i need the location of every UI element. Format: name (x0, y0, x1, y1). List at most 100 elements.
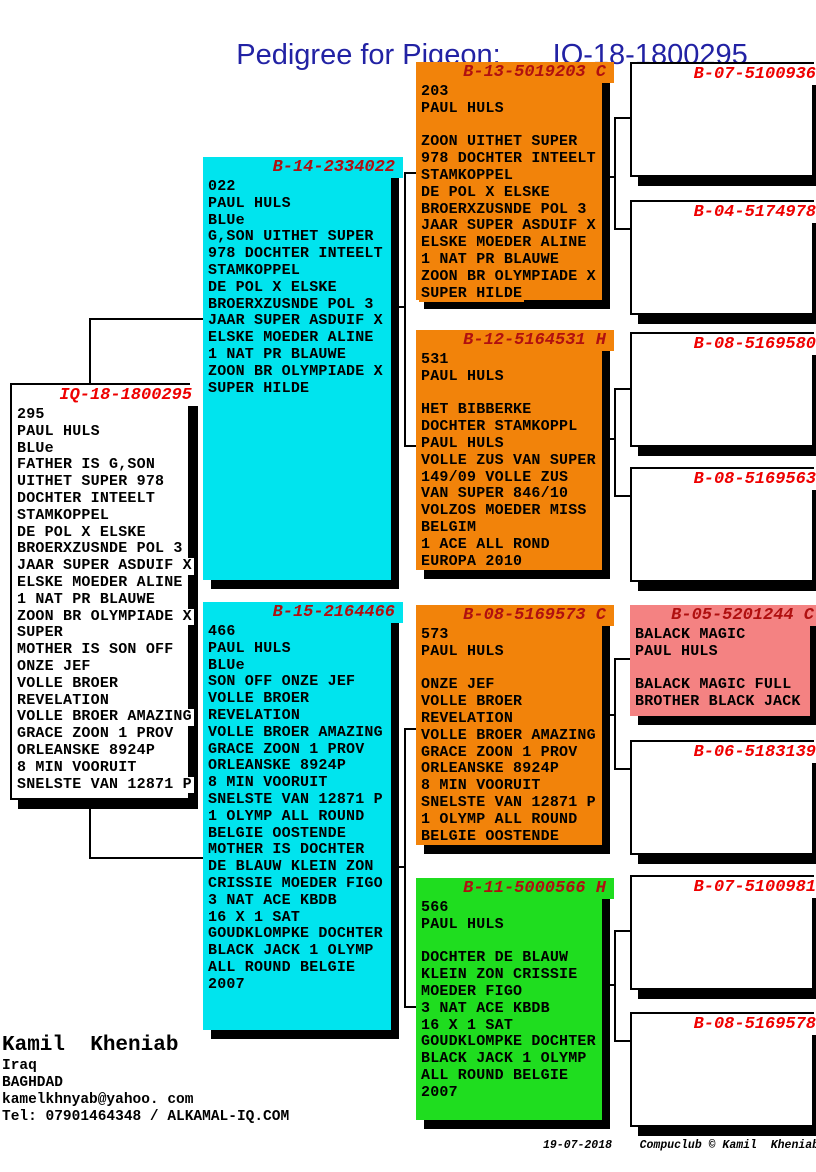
pedigree-text-line: ORLEANSKE 8924P (419, 760, 562, 779)
pedigree-box-grandsire-2: B-08-5169573 C 573 PAUL HULS ONZE JEF VOLL… (416, 605, 614, 846)
pedigree-box-lines (632, 490, 812, 491)
pedigree-text-line: HET BIBBERKE (419, 401, 534, 420)
pedigree-text-line: VAN SUPER 846/10 (419, 485, 571, 504)
pedigree-text-line: 3 NAT ACE KBDB (206, 891, 339, 910)
pedigree-text-line: BLUe (206, 656, 247, 675)
owner-name: Kamil Kheniab (2, 1034, 179, 1057)
pedigree-box-ggp-8: B-08-5169578 (630, 1012, 816, 1127)
pedigree-box-ggp-1: B-07-5100936 (630, 62, 816, 177)
pedigree-box-lines (632, 898, 812, 899)
pedigree-box-lines: 295 PAUL HULS BLUe FATHER IS G,SON UITHET SU… (12, 406, 194, 794)
pedigree-text-line: UITHET SUPER 978 (15, 473, 167, 491)
pedigree-box-title: B-11-5000566 H (416, 878, 614, 899)
pedigree-text-line: 203 (419, 83, 451, 101)
pedigree-text-line: REVELATION (206, 706, 303, 725)
connector-line (602, 176, 614, 178)
pedigree-text-line: VOLLE BROER AMAZING (15, 708, 194, 727)
pedigree-text-line: 978 DOCHTER INTEELT (206, 245, 385, 263)
report-date-and-software: 19-07-2018 Compuclub © Kamil Kheniab (543, 1139, 816, 1152)
pedigree-text-line: GOUDKLOMPKE DOCHTER (419, 1033, 598, 1052)
pedigree-text-line: JAAR SUPER ASDUIF X (419, 217, 598, 236)
pedigree-text-line: DE POL X ELSKE (15, 523, 148, 542)
pedigree-text-line: CRISSIE MOEDER FIGO (206, 874, 385, 893)
pedigree-text-line: ZOON UITHET SUPER (419, 133, 580, 152)
pedigree-text-line: VOLLE BROER AMAZING (206, 723, 385, 742)
pedigree-text-line: BELGIM (419, 518, 479, 537)
pedigree-text-line: VOLLE BROER AMAZING (419, 726, 598, 745)
connector-line (404, 728, 406, 1008)
pedigree-text-line: 531 (419, 351, 451, 369)
owner-country: Iraq (2, 1058, 37, 1074)
pedigree-text-line: 1 NAT PR BLAUWE (206, 345, 349, 364)
pedigree-box-ggp-3: B-08-5169580 (630, 332, 816, 447)
pedigree-text-line: JAAR SUPER ASDUIF X (206, 312, 385, 331)
pedigree-box-ggp-2: B-04-5174978 (630, 200, 816, 315)
pedigree-text-line: BALACK MAGIC FULL (633, 676, 794, 695)
connector-line (614, 228, 630, 230)
pedigree-text-line: 2007 (419, 1083, 460, 1102)
pedigree-text-line: BLACK JACK 1 OLYMP (206, 942, 376, 960)
pedigree-text-line: 1 OLYMP ALL ROUND (419, 810, 580, 829)
pedigree-text-line: SUPER HILDE (419, 284, 525, 303)
pedigree-text-line: PAUL HULS (633, 642, 720, 661)
pedigree-box-title: B-08-5169563 (632, 469, 816, 490)
connector-line (391, 866, 405, 868)
pedigree-text-line: 978 DOCHTER INTEELT (419, 150, 598, 168)
connector-line (404, 445, 416, 447)
connector-line (614, 117, 616, 230)
pedigree-text-line: SNELSTE VAN 12871 P (419, 793, 598, 812)
pedigree-text-line: DOCHTER INTEELT (15, 489, 158, 508)
pedigree-text-line: 2007 (206, 975, 247, 994)
pedigree-box-title: B-05-5201244 C (630, 605, 816, 626)
pedigree-text-line: BLUe (206, 211, 247, 230)
connector-line (404, 172, 406, 447)
pedigree-text-line: 16 X 1 SAT (206, 908, 303, 927)
pedigree-text-line: PAUL HULS (419, 434, 506, 453)
pedigree-text-line: ORLEANSKE 8924P (206, 757, 349, 776)
pedigree-box-subject: IQ-18-1800295 295 PAUL HULS BLUe FATHER IS … (10, 383, 200, 800)
connector-line (602, 714, 614, 716)
owner-telephone: Tel: 07901464348 / ALKAMAL-IQ.COM (2, 1109, 290, 1125)
pedigree-text-line: EUROPA 2010 (419, 552, 525, 571)
pedigree-text-line: JAAR SUPER ASDUIF X (15, 557, 194, 575)
pedigree-box-title: B-15-2164466 (203, 602, 403, 623)
pedigree-box-father: B-14-2334022 022 PAUL HULS BLUe G,SON UITHE… (203, 157, 403, 580)
pedigree-text-line: 466 (206, 623, 238, 641)
connector-line (614, 658, 616, 770)
pedigree-text-line: STAMKOPPEL (206, 261, 303, 280)
pedigree-text-line: GRACE ZOON 1 PROV (206, 740, 367, 759)
pedigree-text-line: REVELATION (15, 691, 112, 710)
pedigree-text-line (633, 660, 647, 678)
pedigree-box-lines (632, 763, 812, 764)
pedigree-text-line: ONZE JEF (15, 657, 93, 676)
pedigree-text-line: VOLZOS MOEDER MISS (419, 502, 589, 520)
pedigree-text-line: PAUL HULS (419, 915, 506, 934)
pedigree-box-lines: 531 PAUL HULS HET BIBBERKE DOCHTER STAMKOP… (416, 351, 602, 571)
pedigree-text-line: SON OFF ONZE JEF (206, 673, 358, 692)
connector-line (89, 857, 203, 859)
connector-line (614, 495, 630, 497)
pedigree-text-line: SNELSTE VAN 12871 P (206, 790, 385, 809)
pedigree-text-line: GOUDKLOMPKE DOCHTER (206, 925, 385, 944)
pedigree-text-line: SUPER (15, 624, 66, 643)
pedigree-text-line: ORLEANSKE 8924P (15, 741, 158, 760)
pedigree-box-title: B-04-5174978 (632, 202, 816, 223)
pedigree-text-line: 8 MIN VOORUIT (419, 777, 543, 795)
connector-line (614, 930, 616, 1042)
pedigree-text-line: PAUL HULS (206, 194, 293, 213)
pedigree-box-lines: 203 PAUL HULS ZOON UITHET SUPER 978 DOCHTE… (416, 83, 602, 303)
pedigree-box-lines (632, 1035, 812, 1036)
owner-city: BAGHDAD (2, 1075, 63, 1091)
connector-line (404, 1006, 416, 1008)
pedigree-text-line: PAUL HULS (419, 642, 506, 661)
pedigree-text-line: SUPER HILDE (206, 379, 312, 398)
pedigree-text-line: 295 (15, 406, 47, 424)
pedigree-box-lines (632, 85, 812, 86)
pedigree-box-ggp-5: B-05-5201244 C BALACK MAGIC PAUL HULS BAL… (630, 605, 816, 716)
pedigree-box-lines: 573 PAUL HULS ONZE JEF VOLLE BROER REVELATI… (416, 626, 602, 846)
pedigree-box-title: B-08-5169573 C (416, 605, 614, 626)
pedigree-text-line: 8 MIN VOORUIT (15, 758, 139, 777)
connector-line (602, 984, 614, 986)
pedigree-box-granddam-1: B-12-5164531 H 531 PAUL HULS HET BIBBERKE… (416, 330, 614, 571)
pedigree-box-lines (632, 223, 812, 224)
